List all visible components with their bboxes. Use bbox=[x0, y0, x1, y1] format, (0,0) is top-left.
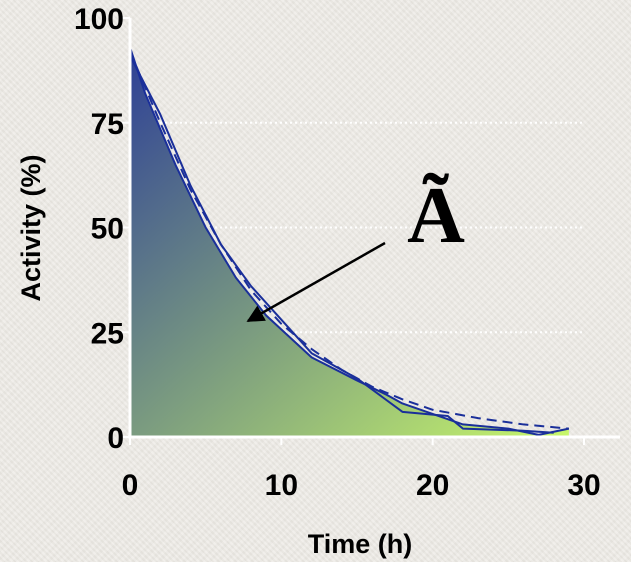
y-tick-label-25: 25 bbox=[91, 317, 124, 350]
y-tick-label-100: 100 bbox=[74, 3, 124, 36]
series-line-0 bbox=[129, 47, 570, 436]
series-lines bbox=[129, 47, 570, 436]
activity-area-fill bbox=[130, 47, 569, 437]
x-tick-label-10: 10 bbox=[265, 469, 298, 502]
tick-labels: 0 25 50 75 100 0 10 20 30 bbox=[74, 3, 601, 502]
x-tick-label-20: 20 bbox=[416, 469, 449, 502]
x-tick-label-0: 0 bbox=[122, 469, 139, 502]
series-line-2 bbox=[129, 51, 569, 430]
series-line-1 bbox=[129, 55, 554, 434]
y-tick-label-0: 0 bbox=[107, 422, 124, 455]
annotation-arrow bbox=[246, 241, 386, 323]
x-tick-label-30: 30 bbox=[567, 469, 600, 502]
y-tick-label-75: 75 bbox=[91, 108, 124, 141]
x-axis-label: Time (h) bbox=[308, 529, 413, 559]
axes bbox=[122, 17, 620, 445]
annotation-label: Ã bbox=[407, 172, 465, 260]
y-tick-label-50: 50 bbox=[91, 213, 124, 246]
y-axis-label: Activity (%) bbox=[16, 154, 46, 301]
